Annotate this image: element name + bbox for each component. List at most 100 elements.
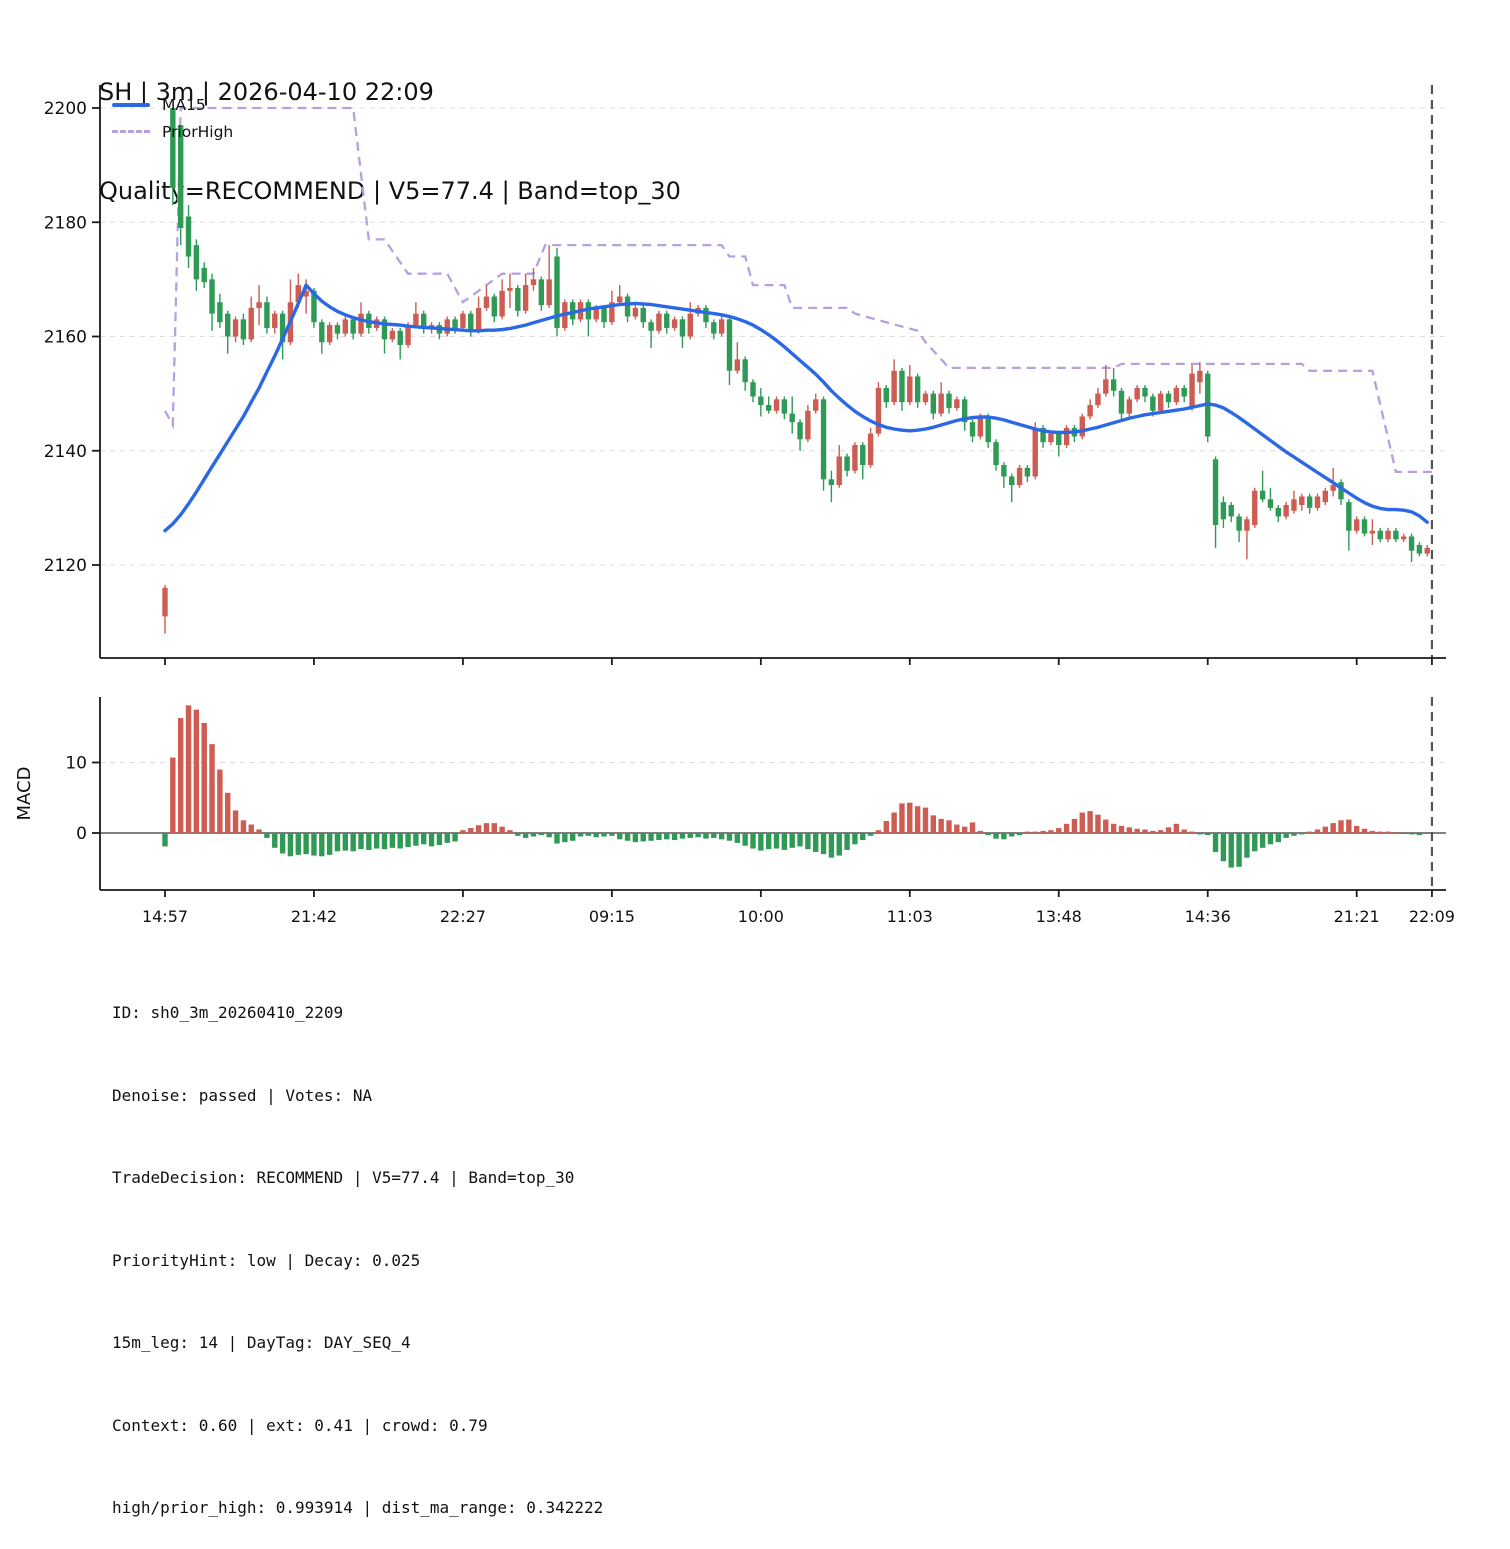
macd-bar-negative <box>640 833 646 842</box>
candle-down <box>969 422 976 437</box>
macd-bar-negative <box>1408 833 1415 835</box>
candle-down <box>797 422 803 440</box>
macd-bar-negative <box>1299 833 1305 835</box>
candle-up <box>256 302 262 308</box>
candle-down <box>961 399 968 423</box>
macd-bar-negative <box>781 833 788 850</box>
macd-bar-positive <box>907 802 913 833</box>
candle-up <box>922 393 929 403</box>
macd-bar-negative <box>1259 833 1266 848</box>
macd-bar-negative <box>303 833 309 855</box>
macd-bar-positive <box>1189 831 1195 833</box>
macd-histogram-layer <box>162 705 1430 868</box>
macd-bar-positive <box>1353 825 1360 833</box>
candle-down <box>209 279 215 314</box>
candle-down <box>946 393 952 408</box>
macd-bar-positive <box>240 820 247 833</box>
candle-down <box>1118 390 1125 414</box>
candle-up <box>867 433 874 466</box>
footer-tradedecision-line: TradeDecision: RECOMMEND | V5=77.4 | Ban… <box>112 1168 575 1187</box>
macd-bar-positive <box>914 806 921 833</box>
macd-bar-negative <box>569 833 576 841</box>
candle-up <box>1189 373 1195 408</box>
candle-up <box>977 416 984 437</box>
macd-bar-positive <box>483 823 490 833</box>
candle-up <box>938 393 944 414</box>
candle-down <box>1150 396 1156 411</box>
candle-down <box>993 442 999 466</box>
macd-bar-negative <box>656 833 662 841</box>
candle-down <box>334 325 341 334</box>
macd-bar-negative <box>742 833 748 846</box>
macd-bar-positive <box>946 820 952 833</box>
candle-up <box>1063 427 1070 446</box>
macd-bar-negative <box>373 833 380 849</box>
candle-up <box>1424 547 1430 554</box>
macd-bar-negative <box>703 833 709 839</box>
ma15-line-icon <box>112 102 150 107</box>
macd-bar-positive <box>969 822 976 833</box>
candle-down <box>491 296 497 317</box>
macd-bar-negative <box>617 833 623 840</box>
macd-bar-positive <box>1024 831 1031 833</box>
candle-up <box>773 399 780 411</box>
macd-bar-positive <box>217 769 223 833</box>
macd-bar-negative <box>381 833 388 850</box>
candle-up <box>1322 490 1329 503</box>
candle-up <box>1401 536 1407 540</box>
macd-bar-negative <box>789 833 795 848</box>
candle-up <box>1353 519 1360 531</box>
candle-down <box>789 413 795 423</box>
macd-bar-negative <box>1291 833 1297 836</box>
candle-up <box>656 313 662 331</box>
diagnostics-text-block: ID: sh0_3m_20260410_2209 Denoise: passed… <box>112 944 603 1549</box>
candle-up <box>1032 427 1038 477</box>
candle-down <box>240 319 247 340</box>
candle-up <box>1330 485 1336 491</box>
macd-bar-positive <box>1103 819 1109 833</box>
candle-down <box>185 216 192 257</box>
macd-bar-negative <box>1009 833 1015 837</box>
candle-down <box>914 376 921 403</box>
macd-bar-negative <box>985 833 991 836</box>
macd-bar-positive <box>491 823 497 833</box>
candle-up <box>718 319 725 334</box>
macd-bar-negative <box>334 833 341 852</box>
macd-bar-positive <box>1330 823 1336 833</box>
macd-bar-negative <box>860 833 866 841</box>
legend-label-ma15: MA15 <box>162 95 206 114</box>
candle-down <box>985 416 991 443</box>
candle-down <box>640 307 646 323</box>
candle-up <box>805 410 811 440</box>
candle-down <box>1228 505 1234 517</box>
candle-down <box>758 396 764 406</box>
candle-up <box>671 319 678 328</box>
chart-legend: MA15 PriorHigh <box>112 91 233 145</box>
macd-bar-positive <box>883 821 889 833</box>
candle-up <box>483 296 490 308</box>
tick-label: 10:00 <box>738 907 784 926</box>
gridlines-layer <box>100 107 1446 764</box>
candle-up <box>1048 433 1054 443</box>
macd-bar-negative <box>389 833 396 848</box>
candle-up <box>1079 416 1085 437</box>
macd-bar-positive <box>1377 831 1383 833</box>
footer-denoise-line: Denoise: passed | Votes: NA <box>112 1085 373 1105</box>
macd-bar-negative <box>1416 833 1423 836</box>
tick-label: 2180 <box>44 213 87 233</box>
macd-bar-negative <box>366 833 372 850</box>
tick-label: 2200 <box>44 99 87 119</box>
candle-up <box>546 279 552 306</box>
macd-bar-negative <box>405 833 411 848</box>
macd-bar-positive <box>1056 828 1062 833</box>
candle-down <box>601 307 607 323</box>
candle-down <box>264 302 270 328</box>
candle-down <box>1040 427 1046 443</box>
candle-down <box>515 287 521 311</box>
macd-bar-positive <box>938 818 944 833</box>
macd-bar-negative <box>264 833 270 838</box>
macd-bar-negative <box>624 833 631 841</box>
macd-bar-positive <box>1079 812 1085 833</box>
macd-bar-negative <box>695 833 701 838</box>
candle-down <box>648 322 654 331</box>
